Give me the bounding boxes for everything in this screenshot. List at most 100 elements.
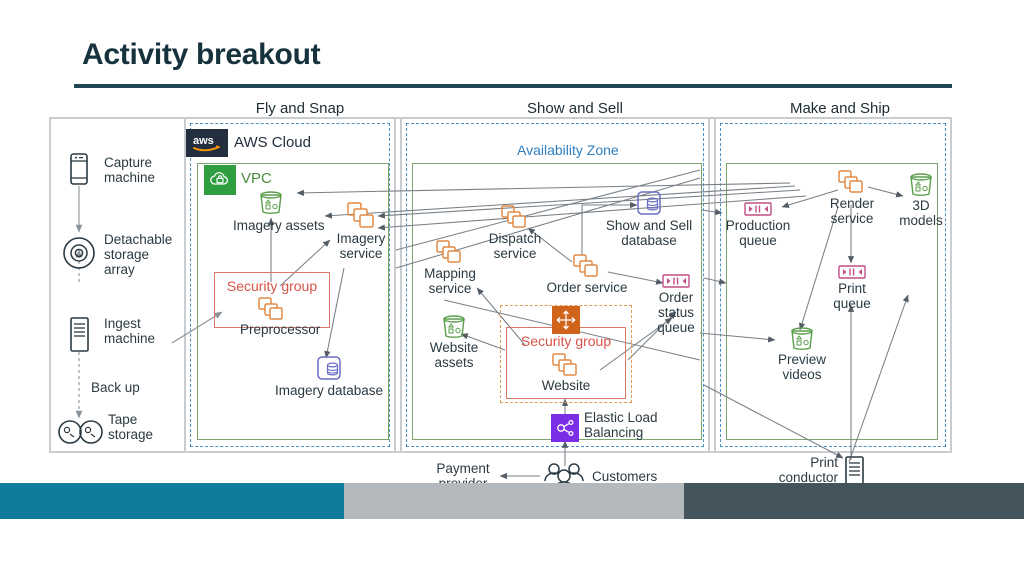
- node-website-assets[interactable]: Website assets: [424, 314, 484, 370]
- instances-icon: [535, 252, 639, 280]
- label-tape-storage: Tape storage: [108, 412, 153, 442]
- node-render-service[interactable]: Render service: [820, 168, 884, 226]
- node-order-status-queue[interactable]: Order status queue: [648, 272, 704, 335]
- node-label: Elastic Load Balancing: [584, 410, 658, 441]
- queue-icon: [824, 263, 880, 281]
- node-label: Order status queue: [657, 290, 695, 336]
- node-label: Render service: [829, 196, 875, 227]
- node-tape-storage[interactable]: [57, 418, 105, 446]
- node-label: Customers: [592, 469, 658, 484]
- node-label: Imagery assets: [233, 218, 325, 233]
- aws-cloud-label: AWS Cloud: [234, 134, 311, 151]
- node-imagery-database[interactable]: Imagery database: [266, 355, 392, 398]
- database-icon: [266, 355, 392, 383]
- node-label: Website assets: [429, 340, 479, 371]
- bucket-icon: [894, 172, 948, 198]
- node-preprocessor[interactable]: Preprocessor: [240, 296, 321, 337]
- server-icon: [842, 455, 868, 493]
- node-label: Website: [541, 378, 591, 393]
- node-label: Imagery service: [336, 231, 386, 262]
- mobile-device-icon: [62, 152, 96, 188]
- security-group-preprocessor: Security group: [214, 272, 330, 328]
- queue-icon: [648, 272, 704, 290]
- bucket-icon: [772, 326, 832, 352]
- node-label: Imagery database: [274, 383, 384, 398]
- security-group-title: Security group: [226, 278, 318, 294]
- instances-icon: [534, 352, 598, 378]
- node-print-queue[interactable]: Print queue: [824, 263, 880, 311]
- node-label: Production queue: [725, 218, 791, 249]
- node-label: Show and Sell database: [605, 218, 693, 249]
- label-customers: Customers: [592, 469, 657, 484]
- availability-zone-label: Availability Zone: [517, 142, 619, 158]
- panel-fly-and-snap: [184, 117, 396, 453]
- node-production-queue[interactable]: Production queue: [722, 200, 794, 248]
- vpc-boundary-1: [197, 163, 389, 440]
- vpc-icon: [204, 165, 236, 195]
- storage-disc-icon: [60, 234, 98, 272]
- node-detachable-storage-array[interactable]: [60, 234, 98, 272]
- node-order-service[interactable]: Order service: [535, 252, 639, 295]
- node-elastic-load-balancing[interactable]: [551, 414, 579, 442]
- node-website[interactable]: Website: [534, 352, 598, 393]
- node-label: Print queue: [833, 281, 871, 312]
- gateway-icon: [552, 306, 580, 334]
- node-3d-models[interactable]: 3D models: [894, 172, 948, 228]
- bucket-icon: [424, 314, 484, 340]
- database-icon: [596, 190, 702, 218]
- footer-bar-gray: [344, 483, 684, 519]
- node-internet-gateway[interactable]: [552, 306, 580, 334]
- label-print-conductor: Print conductor: [756, 455, 838, 485]
- page-title: Activity breakout: [82, 38, 321, 71]
- node-label: Preprocessor: [240, 322, 321, 337]
- instances-icon: [240, 296, 304, 322]
- label-capture-machine: Capture machine: [104, 155, 155, 185]
- title-underline: [74, 84, 952, 88]
- column-heading-show-and-sell: Show and Sell: [527, 100, 623, 117]
- node-imagery-assets[interactable]: Imagery assets: [233, 190, 325, 233]
- node-imagery-service[interactable]: Imagery service: [329, 200, 393, 261]
- footer-bar-teal: [0, 483, 344, 519]
- node-preview-videos[interactable]: Preview videos: [772, 326, 832, 382]
- column-heading-make-and-ship: Make and Ship: [789, 100, 891, 117]
- footer-bar-slate: [684, 483, 1024, 519]
- node-dispatch-service[interactable]: Dispatch service: [483, 203, 547, 261]
- label-ingest-machine: Ingest machine: [104, 316, 155, 346]
- column-heading-fly-and-snap: Fly and Snap: [255, 100, 345, 117]
- label-elastic-load-balancing: Elastic Load Balancing: [584, 410, 658, 440]
- aws-logo-icon: aws: [186, 129, 228, 157]
- label-back-up: Back up: [91, 380, 140, 395]
- node-print-conductor[interactable]: [842, 455, 868, 493]
- instances-icon: [418, 238, 482, 266]
- availability-zone-boundary-1: [190, 123, 390, 447]
- node-label: Detachable storage array: [104, 232, 173, 278]
- node-show-and-sell-database[interactable]: Show and Sell database: [596, 190, 702, 248]
- node-label: Tape storage: [108, 412, 154, 443]
- node-label: 3D models: [899, 198, 943, 229]
- svg-text:aws: aws: [193, 135, 214, 147]
- node-label: Print conductor: [778, 455, 838, 486]
- node-mapping-service[interactable]: Mapping service: [418, 238, 482, 296]
- instances-icon: [820, 168, 884, 196]
- vpc-label: VPC: [241, 170, 272, 187]
- node-label: Preview videos: [777, 352, 826, 383]
- instances-icon: [329, 200, 393, 230]
- security-group-website-outer: [500, 305, 632, 403]
- security-group-title: Security group: [520, 333, 612, 349]
- node-label: Dispatch service: [488, 231, 542, 262]
- node-label: Ingest machine: [104, 316, 156, 347]
- node-label: Mapping service: [424, 266, 476, 297]
- availability-zone-boundary-2: [406, 123, 704, 447]
- queue-icon: [722, 200, 794, 218]
- node-capture-machine[interactable]: [62, 152, 96, 188]
- node-ingest-machine[interactable]: [63, 316, 95, 354]
- panel-show-and-sell: [400, 117, 710, 453]
- node-label: Back up: [91, 380, 140, 395]
- bucket-icon: [233, 190, 309, 216]
- node-label: Order service: [546, 280, 628, 295]
- node-label: Capture machine: [104, 155, 156, 186]
- server-icon: [63, 316, 95, 354]
- load-balancer-icon: [551, 414, 579, 442]
- label-detachable-storage-array: Detachable storage array: [104, 232, 172, 277]
